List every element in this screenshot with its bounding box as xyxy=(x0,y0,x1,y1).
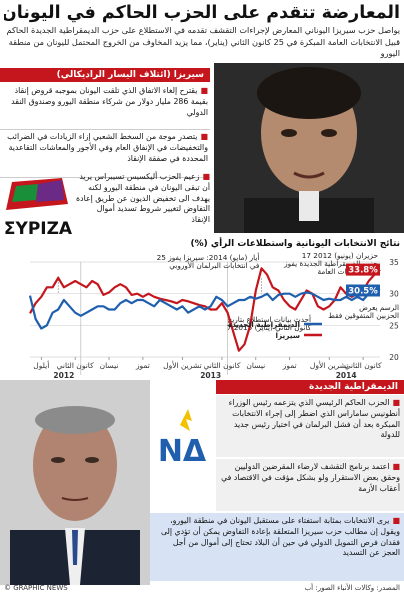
nd-bullet-2: ■اعتمد برنامج التقشف لارضاء المقرضين الد… xyxy=(216,459,404,511)
x-tick-label: نيسان xyxy=(246,361,265,370)
nd-line xyxy=(28,287,381,330)
x-tick-label: نيسان xyxy=(100,361,119,370)
syriza-bullet-1: ■يقترح إلغاء الاتفاق الذي تلقت اليونان ب… xyxy=(0,84,210,130)
y-tick-label: 25 xyxy=(389,321,399,330)
chart-series xyxy=(28,267,381,352)
legend-label: الديمقراطية الجديدة xyxy=(228,320,300,329)
headline: المعارضة تتقدم على الحزب الحاكم في اليون… xyxy=(4,3,400,23)
syriza-bullet-1-text: يقترح إلغاء الاتفاق الذي تلقت اليونان بم… xyxy=(11,86,208,117)
bullet-icon: ■ xyxy=(392,398,400,407)
bullet-icon: ■ xyxy=(200,132,208,141)
annotation-text: الحزبين المتفوقين فقط xyxy=(328,311,399,320)
annotation-text: حزب الديمقراطية الجديدة يفوز xyxy=(283,259,378,268)
samaras-portrait-icon xyxy=(0,380,150,585)
syriza-line xyxy=(29,267,381,352)
nd-bullet-3: ■يرى الانتخابات بمثابة استفتاء على مستقب… xyxy=(150,513,404,581)
bullet-icon: ■ xyxy=(202,172,210,181)
nd-bullet-1-text: الحزب الحاكم الرئيسي الذي يتزعمه رئيس ال… xyxy=(228,398,400,440)
nd-end-badge xyxy=(346,284,380,297)
nd-header: الديمقراطية الجديدة xyxy=(216,380,404,394)
tsipras-photo xyxy=(214,63,404,233)
year-label: 2012 xyxy=(53,371,74,380)
nd-bullet-3-text: يرى الانتخابات بمثابة استفتاء على مستقبل… xyxy=(160,516,400,558)
bullet-icon: ■ xyxy=(392,462,400,471)
syriza-bullet-3-text: زعيم الحزب أليكسيس تسيبراس يريد أن تبقى … xyxy=(76,172,210,225)
x-tick-label: تموز xyxy=(135,361,150,370)
samaras-photo xyxy=(0,380,150,585)
nd-torch-icon: ΝΔ xyxy=(158,409,207,469)
chart-title: نتائج الانتخابات اليونانية واستطلاعات ال… xyxy=(190,239,400,249)
syriza-bullet-2: ■يتصدر موجة من السخط الشعبي إزاء الزيادا… xyxy=(0,130,210,178)
legend-label: سيريزا xyxy=(276,331,300,340)
footer-credit: © GRAPHIC NEWS xyxy=(4,584,68,592)
syriza-logo: ΣΥΡΙΖΑ xyxy=(2,172,74,239)
x-tick-label: تموز xyxy=(282,361,297,370)
y-tick-label: 30 xyxy=(389,290,399,299)
y-axis-ticks: 20 25 30 35 xyxy=(389,258,399,362)
syriza-logo-text: ΣΥΡΙΖΑ xyxy=(4,219,73,238)
chart-end-labels: 33.8% 30.5% xyxy=(346,263,380,297)
annotation-text: 25 أيار (مايو) 2014: سيريزا يفوز xyxy=(157,252,260,262)
nd-bullet-2-text: اعتمد برنامج التقشف لارضاء المقرضين الدو… xyxy=(221,462,400,493)
bullet-icon: ■ xyxy=(392,516,400,525)
bullet-icon: ■ xyxy=(200,86,208,95)
x-tick-label: تشرين الأول xyxy=(310,360,349,370)
nd-logo: ΝΔ xyxy=(152,407,212,469)
x-tick-label: كانون الثاني xyxy=(345,361,382,370)
y-tick-label: 20 xyxy=(389,353,399,362)
chart-grid xyxy=(30,261,380,375)
annotation-text: 17 حزيران (يونيو) 2012 xyxy=(302,252,378,260)
syriza-header: سيريزا (ائتلاف اليسار الراديكالي) xyxy=(0,68,210,82)
annotation-text: 7 كانون الثاني (يناير) 2015 xyxy=(227,323,312,332)
year-label: 2014 xyxy=(336,371,357,380)
footer-source: المصدر: وكالات الأنباء الصور: أب xyxy=(304,584,400,592)
chart-legend: الديمقراطية الجديدة سيريزا xyxy=(228,320,322,340)
x-tick-label: أيلول xyxy=(33,360,49,370)
x-tick-label: تشرين الأول xyxy=(163,360,202,370)
y-tick-label: 35 xyxy=(389,258,399,267)
annotation-text: أحدث بيانات استطلاع بتاريخ xyxy=(228,314,312,324)
nd-end-label: 30.5% xyxy=(348,287,378,297)
syriza-end-badge xyxy=(346,263,380,276)
year-label: 2013 xyxy=(200,371,221,380)
annotation-text: في انتخابات البرلمان الأوروبي xyxy=(169,261,259,270)
x-tick-label: كانون الثاني xyxy=(203,361,240,370)
syriza-flag-icon: ΣΥΡΙΖΑ xyxy=(4,178,73,239)
tsipras-portrait-icon xyxy=(214,63,404,233)
intro-paragraph: يواصل حزب سيريزا اليوناني المعارض لإجراء… xyxy=(6,25,400,58)
x-tick-label: كانون الثاني xyxy=(57,361,94,370)
annotation-text: الرسم يعرض xyxy=(359,303,399,312)
syriza-bullet-2-text: يتصدر موجة من السخط الشعبي إزاء الزيادات… xyxy=(7,132,208,163)
nd-logo-text: ΝΔ xyxy=(158,434,207,465)
syriza-bullets: ■يقترح إلغاء الاتفاق الذي تلقت اليونان ب… xyxy=(0,84,210,178)
nd-bullet-1: ■الحزب الحاكم الرئيسي الذي يتزعمه رئيس ا… xyxy=(216,395,404,457)
syriza-bullet-3: ■زعيم الحزب أليكسيس تسيبراس يريد أن تبقى… xyxy=(76,172,210,226)
syriza-end-label: 33.8% xyxy=(348,266,378,276)
